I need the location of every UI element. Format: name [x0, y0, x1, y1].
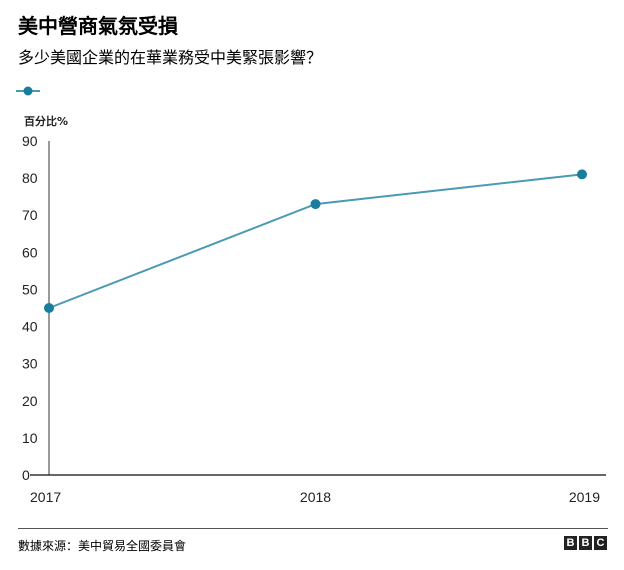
x-tick-label: 2019 [569, 489, 600, 505]
y-tick-label: 70 [22, 207, 38, 223]
y-tick-label: 40 [22, 319, 38, 335]
brand-letter: B [579, 536, 592, 550]
line-chart: 百分比% 0 10 20 30 40 50 60 70 80 90 2017 2018 2019 [22, 114, 606, 505]
y-axis-unit-label: 百分比% [24, 114, 68, 128]
brand-logo: B B C [564, 536, 607, 550]
y-tick-label: 20 [22, 393, 38, 409]
legend-marker [16, 86, 40, 96]
x-tick-label: 2017 [30, 489, 61, 505]
data-point [44, 303, 54, 313]
brand-letter: C [594, 536, 607, 550]
source-note: 數據來源：美中貿易全國委員會 [18, 539, 187, 553]
footer-divider [18, 528, 608, 529]
y-tick-label: 50 [22, 281, 38, 297]
series-line [48, 173, 583, 309]
y-tick-label: 0 [22, 467, 30, 483]
chart-title: 美中營商氣氛受損 [18, 14, 178, 38]
y-tick-label: 30 [22, 356, 38, 372]
y-tick-label: 90 [22, 133, 38, 149]
x-axis: 2017 2018 2019 [30, 474, 606, 505]
chart-subtitle: 多少美國企業的在華業務受中美緊張影響？ [18, 48, 323, 67]
x-tick-label: 2018 [300, 489, 331, 505]
data-point [577, 169, 587, 180]
y-tick-label: 10 [22, 430, 38, 446]
y-tick-label: 80 [22, 170, 38, 186]
data-point [310, 199, 321, 210]
series-group [44, 169, 587, 313]
y-tick-label: 60 [22, 244, 38, 260]
brand-letter: B [564, 536, 577, 550]
